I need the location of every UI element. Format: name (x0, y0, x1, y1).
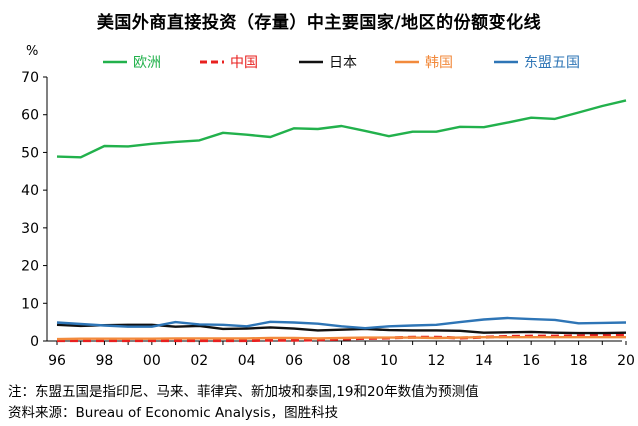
legend-label-korea: 韩国 (425, 55, 453, 71)
y-tick-label: 10 (21, 296, 39, 312)
x-tick-label: 04 (238, 353, 256, 369)
legend-label-europe: 欧洲 (133, 55, 161, 71)
y-tick-label: 50 (21, 145, 39, 161)
x-tick-label: 06 (285, 353, 303, 369)
y-tick-label: 70 (21, 70, 39, 86)
series-line-korea (56, 336, 626, 341)
x-tick-label: 08 (333, 353, 351, 369)
x-tick-label: 96 (48, 353, 66, 369)
chart-title: 美国外商直接投资（存量）中主要国家/地区的份额变化线 (96, 13, 542, 33)
y-axis-ticks: 0 10 20 30 40 50 60 70 (21, 70, 47, 350)
legend: 欧洲 中国 日本 韩国 东盟五国 (103, 55, 580, 71)
y-tick-label: 40 (21, 183, 39, 199)
x-tick-label: 98 (96, 353, 114, 369)
y-tick-label: 30 (21, 221, 39, 237)
series-lines (56, 99, 627, 343)
series-line-asean5 (56, 316, 627, 330)
x-tick-label: 02 (190, 353, 208, 369)
x-tick-label: 12 (427, 353, 445, 369)
x-tick-label: 20 (617, 353, 635, 369)
x-tick-label: 14 (475, 353, 493, 369)
y-axis-unit-label: % (26, 44, 39, 59)
x-tick-label: 10 (380, 353, 398, 369)
axes (46, 77, 622, 342)
footnote-asean-definition: 注：东盟五国是指印尼、马来、菲律宾、新加坡和泰国,19和20年数值为预测值 (8, 384, 479, 400)
x-axis-ticks: 96 98 00 02 04 06 08 10 12 14 16 18 20 (48, 341, 635, 369)
y-tick-label: 0 (30, 334, 39, 350)
footnote-data-source: 资料来源：Bureau of Economic Analysis，图胜科技 (8, 405, 339, 421)
x-tick-label: 00 (143, 353, 161, 369)
legend-label-asean5: 东盟五国 (524, 55, 580, 71)
x-tick-label: 18 (570, 353, 588, 369)
y-tick-label: 20 (21, 259, 39, 275)
series-line-europe (56, 99, 627, 159)
x-tick-label: 16 (522, 353, 540, 369)
y-tick-label: 60 (21, 108, 39, 124)
legend-label-japan: 日本 (329, 55, 357, 71)
legend-label-china: 中国 (230, 55, 258, 71)
series-line-japan (56, 323, 627, 335)
